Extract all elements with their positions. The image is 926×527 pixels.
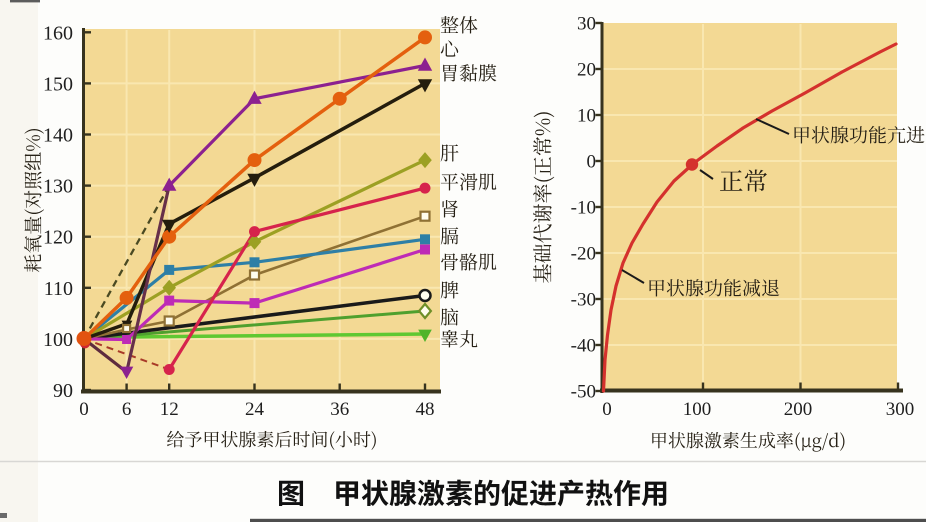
svg-text:110: 110 (44, 278, 73, 300)
svg-text:48: 48 (416, 399, 435, 420)
svg-text:120: 120 (43, 227, 73, 249)
svg-text:150: 150 (43, 73, 73, 95)
svg-text:140: 140 (43, 125, 73, 147)
svg-text:-30: -30 (571, 290, 596, 311)
svg-text:100: 100 (683, 399, 712, 420)
svg-text:300: 300 (886, 399, 915, 420)
svg-text:200: 200 (784, 399, 813, 420)
svg-text:12: 12 (160, 399, 179, 420)
svg-text:6: 6 (122, 399, 132, 420)
svg-text:100: 100 (43, 329, 73, 351)
svg-text:-20: -20 (571, 244, 596, 265)
svg-text:90: 90 (53, 380, 73, 402)
svg-text:24: 24 (245, 399, 265, 420)
svg-text:-10: -10 (571, 198, 596, 219)
svg-text:36: 36 (330, 399, 349, 420)
svg-text:20: 20 (577, 60, 596, 81)
svg-text:-40: -40 (571, 336, 596, 357)
svg-text:30: 30 (577, 14, 596, 35)
svg-text:130: 130 (43, 176, 73, 198)
svg-text:0: 0 (587, 152, 597, 173)
svg-text:-50: -50 (571, 382, 596, 403)
svg-text:0: 0 (79, 399, 89, 420)
svg-text:0: 0 (602, 399, 612, 420)
svg-text:160: 160 (43, 22, 73, 44)
svg-text:10: 10 (577, 106, 596, 127)
